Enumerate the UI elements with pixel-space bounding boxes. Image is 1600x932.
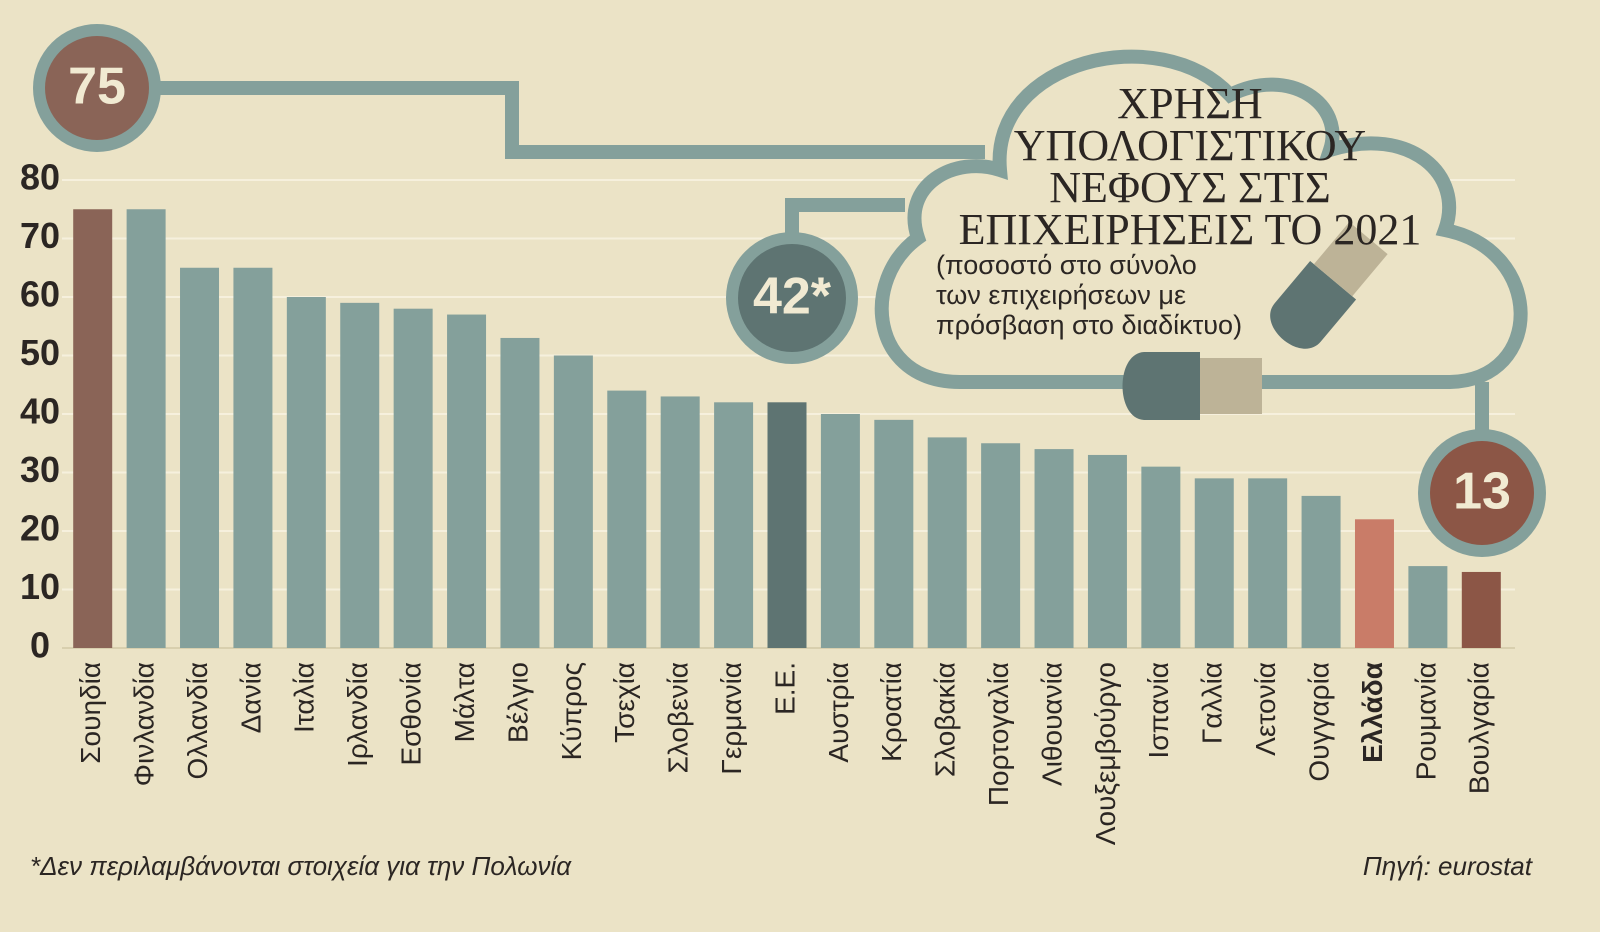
bar <box>500 337 540 648</box>
x-tick-label: Τσεχία <box>609 662 640 743</box>
bubble <box>1430 441 1534 545</box>
bar <box>1034 449 1074 648</box>
decoration <box>160 49 1528 430</box>
y-tick-label: 50 <box>20 332 60 373</box>
x-tick-label: Βέλγιο <box>502 662 533 743</box>
x-tick-label: Ε.Ε. <box>769 662 800 715</box>
x-tick-label: Σλοβενία <box>663 662 694 773</box>
x-tick-label: Φινλανδία <box>129 662 160 786</box>
bar <box>1248 478 1288 648</box>
bar <box>233 267 273 648</box>
plug-tip <box>1200 358 1262 414</box>
plug <box>1122 352 1200 420</box>
bubble-label: 75 <box>68 58 126 116</box>
bubble <box>45 36 149 140</box>
source: Πηγή: eurostat <box>1363 851 1534 881</box>
y-tick-label: 0 <box>30 625 50 666</box>
bar <box>714 402 754 648</box>
y-tick-label: 70 <box>20 215 60 256</box>
x-tick-label: Γερμανία <box>716 662 747 775</box>
bar <box>820 414 860 648</box>
x-tick-label: Σουηδία <box>75 662 106 764</box>
bar <box>660 396 700 648</box>
x-tick-label: Σλοβακία <box>930 662 961 777</box>
chart-subtitle: (ποσοστό στο σύνολο <box>936 250 1197 280</box>
x-tick-label: Λουξεμβούργο <box>1090 662 1121 845</box>
bar <box>927 437 967 648</box>
bar <box>340 302 380 648</box>
bar <box>1141 466 1181 648</box>
bar <box>1194 478 1234 648</box>
x-tick-label: Κύπρος <box>556 662 587 760</box>
x-tick-label: Ισπανία <box>1143 662 1174 759</box>
x-tick-label: Δανία <box>235 662 266 733</box>
x-tick-label: Μάλτα <box>449 662 480 742</box>
x-tick-label: Πορτογαλία <box>983 662 1014 806</box>
bar <box>1087 454 1127 648</box>
bar <box>1354 519 1394 648</box>
chart-title: ΥΠΟΛΟΓΙΣΤΙΚΟΥ <box>1014 121 1366 170</box>
x-tick-label: Ιρλανδία <box>342 662 373 767</box>
y-tick-label: 30 <box>20 449 60 490</box>
bar <box>1461 571 1501 648</box>
chart-subtitle: πρόσβαση στο διαδίκτυο) <box>936 310 1242 340</box>
y-tick-label: 20 <box>20 508 60 549</box>
bar <box>981 443 1021 648</box>
bar <box>180 267 220 648</box>
plugs <box>1122 222 1388 420</box>
x-tick-label: Λετονία <box>1250 662 1281 756</box>
x-tick-label: Κροατία <box>876 662 907 762</box>
chart-title: ΧΡΗΣΗ <box>1117 79 1262 128</box>
bar <box>73 209 113 648</box>
chart-title: ΕΠΙΧΕΙΡΗΣΕΙΣ ΤΟ 2021 <box>959 205 1422 254</box>
bar <box>1408 566 1448 648</box>
bar <box>447 314 487 648</box>
x-tick-label: Ιταλία <box>289 662 320 733</box>
x-tick-label: Ρουμανία <box>1410 662 1441 780</box>
x-tick-label: Ολλανδία <box>182 662 213 780</box>
bar <box>1301 495 1341 648</box>
x-tick-label: Γαλλία <box>1197 662 1228 744</box>
bar <box>286 297 326 648</box>
x-tick-label: Αυστρία <box>823 662 854 763</box>
x-tick-label: Ελλάδα <box>1357 662 1388 763</box>
footnote: *Δεν περιλαμβάνονται στοιχεία για την Πο… <box>30 851 572 881</box>
y-tick-label: 40 <box>20 391 60 432</box>
bubble-label: 42* <box>753 268 832 326</box>
x-tick-label: Βουλγαρία <box>1464 662 1495 794</box>
chart-title: ΝΕΦΟΥΣ ΣΤΙΣ <box>1049 163 1331 212</box>
bubble <box>738 244 846 352</box>
chart-subtitle: των επιχειρήσεων με <box>936 280 1186 310</box>
connector <box>785 198 905 235</box>
bar <box>607 390 647 648</box>
y-tick-label: 10 <box>20 566 60 607</box>
x-tick-label: Εσθονία <box>396 662 427 766</box>
x-tick-label: Ουγγαρία <box>1303 662 1334 782</box>
bar <box>393 308 433 648</box>
y-tick-label: 80 <box>20 157 60 198</box>
bubble-label: 13 <box>1453 463 1511 521</box>
plug-tip <box>1313 222 1388 297</box>
y-tick-label: 60 <box>20 274 60 315</box>
plug <box>1270 260 1357 349</box>
cloud <box>874 49 1528 389</box>
connector <box>160 81 985 159</box>
bar <box>553 355 593 648</box>
bar <box>126 209 166 648</box>
bar <box>874 419 914 648</box>
x-tick-label: Λιθουανία <box>1036 662 1067 786</box>
bar <box>767 402 807 648</box>
